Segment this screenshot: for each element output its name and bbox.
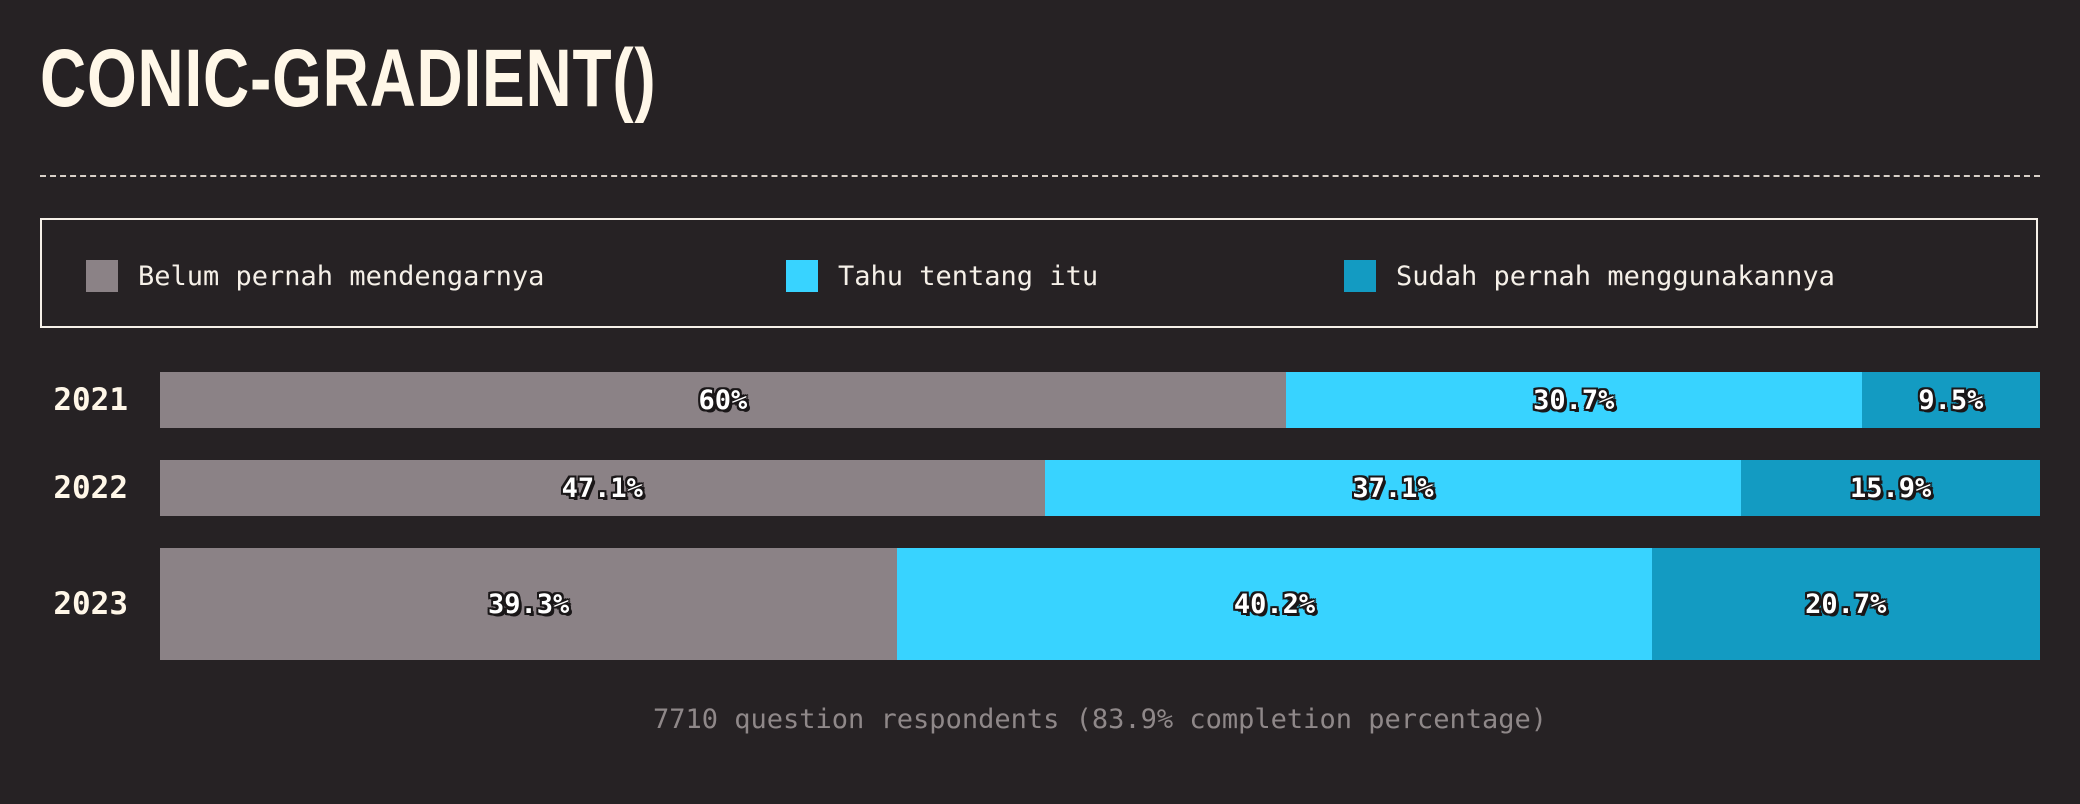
legend-item-used-it: Sudah pernah menggunakannya — [1344, 260, 1835, 292]
data-label-2022-never-heard: 47.1% — [561, 472, 643, 504]
legend-swatch-never-heard — [86, 260, 118, 292]
legend-label-never-heard: Belum pernah mendengarnya — [138, 260, 545, 292]
legend-swatch-know-about — [786, 260, 818, 292]
respondents-note: 7710 question respondents (83.9% complet… — [652, 704, 1548, 735]
data-label-2021-used-it: 9.5% — [1918, 384, 1984, 416]
bar-segment-2021-never-heard: 60% — [160, 372, 1286, 428]
dashed-divider — [40, 175, 2040, 177]
data-label-2023-used-it: 20.7% — [1805, 588, 1887, 620]
data-label-2022-used-it: 15.9% — [1850, 472, 1932, 504]
bar-2022: 47.1% 37.1% 15.9% — [160, 460, 2040, 516]
bar-segment-2023-used-it: 20.7% — [1651, 548, 2040, 660]
data-label-2021-never-heard: 60% — [698, 384, 748, 416]
bar-segment-2022-know-about: 37.1% — [1044, 460, 1742, 516]
data-label-2022-know-about: 37.1% — [1352, 472, 1434, 504]
chart-title: CONIC-GRADIENT() — [40, 33, 657, 124]
bar-segment-2021-used-it: 9.5% — [1861, 372, 2040, 428]
bar-segment-2023-know-about: 40.2% — [897, 548, 1652, 660]
bar-segment-2023-never-heard: 39.3% — [160, 548, 898, 660]
legend-item-never-heard: Belum pernah mendengarnya — [86, 260, 544, 292]
year-label-2023: 2023 — [53, 586, 128, 622]
legend-label-used-it: Sudah pernah menggunakannya — [1396, 260, 1835, 292]
data-label-2021-know-about: 30.7% — [1533, 384, 1615, 416]
bar-2021: 60% 30.7% 9.5% — [160, 372, 2040, 428]
bar-2023: 39.3% 40.2% 20.7% — [160, 548, 2040, 660]
bar-segment-2021-know-about: 30.7% — [1285, 372, 1862, 428]
year-label-2021: 2021 — [53, 382, 128, 418]
year-label-2022: 2022 — [53, 470, 128, 506]
data-label-2023-never-heard: 39.3% — [488, 588, 570, 620]
bar-segment-2022-used-it: 15.9% — [1741, 460, 2040, 516]
data-label-2023-know-about: 40.2% — [1233, 588, 1316, 620]
legend-label-know-about: Tahu tentang itu — [838, 260, 1099, 292]
legend-swatch-used-it — [1344, 260, 1376, 292]
legend: Belum pernah mendengarnya Tahu tentang i… — [40, 218, 2038, 328]
legend-item-know-about: Tahu tentang itu — [786, 260, 1098, 292]
bar-segment-2022-never-heard: 47.1% — [160, 460, 1045, 516]
